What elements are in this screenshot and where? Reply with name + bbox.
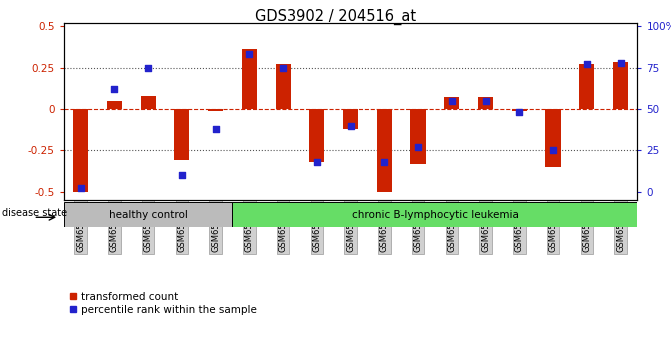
Legend: transformed count, percentile rank within the sample: transformed count, percentile rank withi… (69, 292, 257, 315)
Point (210, 126, 221, 132)
Bar (343, 109, 358, 129)
Bar (208, 109, 223, 111)
FancyBboxPatch shape (64, 202, 232, 227)
Text: GDS3902 / 204516_at: GDS3902 / 204516_at (255, 9, 416, 25)
Text: chronic B-lymphocytic leukemia: chronic B-lymphocytic leukemia (352, 210, 519, 219)
Bar (376, 109, 392, 192)
Point (345, 123, 356, 129)
Bar (512, 109, 527, 111)
Bar (613, 62, 628, 109)
Bar (546, 109, 561, 167)
Point (176, 172, 187, 178)
Point (311, 159, 322, 165)
Bar (276, 64, 291, 109)
FancyBboxPatch shape (232, 202, 637, 227)
Point (446, 98, 457, 104)
Bar (478, 97, 493, 109)
Text: disease state: disease state (2, 208, 67, 218)
Point (143, 65, 154, 70)
Point (109, 86, 119, 92)
Point (75, 185, 86, 191)
Point (480, 98, 491, 104)
Bar (140, 96, 156, 109)
Bar (73, 109, 88, 192)
Bar (309, 109, 325, 162)
Point (413, 144, 423, 150)
Bar (579, 64, 595, 109)
Point (244, 52, 255, 57)
Point (514, 109, 525, 115)
Point (278, 65, 289, 70)
Point (582, 62, 592, 67)
Bar (242, 48, 257, 109)
Bar (174, 109, 189, 160)
Bar (107, 101, 122, 109)
Point (548, 148, 558, 153)
Text: healthy control: healthy control (109, 210, 188, 219)
Bar (444, 97, 460, 109)
Point (379, 159, 390, 165)
Bar (411, 109, 425, 164)
Point (615, 60, 626, 65)
